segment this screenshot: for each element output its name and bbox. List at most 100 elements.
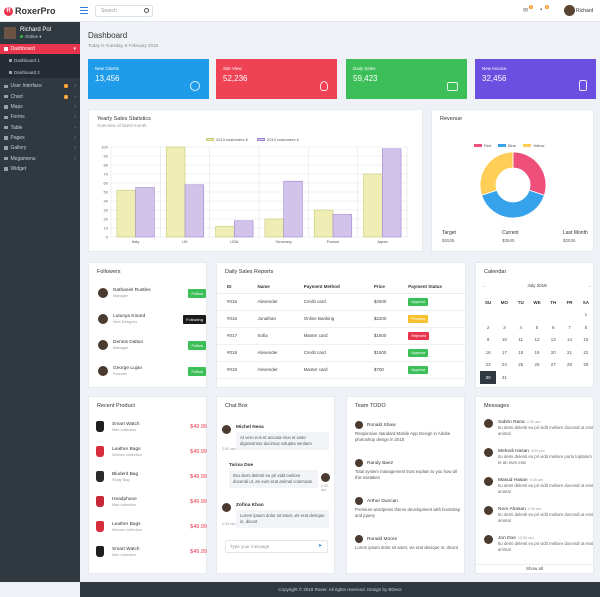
calendar-day[interactable]: 29: [583, 362, 589, 368]
todo-item[interactable]: Arthur Duncan Premium wordpress theme dev…: [355, 497, 461, 519]
calendar-day[interactable]: 10: [501, 337, 507, 343]
calendar-day[interactable]: 7: [568, 324, 571, 330]
calendar-day[interactable]: 21: [567, 349, 573, 355]
sidebar-item-label: Forms: [10, 114, 25, 121]
brand[interactable]: R RoxerPro: [0, 0, 80, 22]
stat-value: 13,456: [95, 74, 120, 83]
calendar-day[interactable]: 5: [535, 324, 539, 330]
profile-status[interactable]: Online ▾: [20, 34, 51, 40]
bar: [313, 209, 334, 238]
calendar-day[interactable]: 17: [501, 349, 507, 355]
sidebar-sub-dashboard-1[interactable]: Dashboard 1: [0, 54, 80, 67]
status-badge[interactable]: Rejected: [408, 331, 430, 340]
calendar-day[interactable]: 13: [550, 337, 556, 343]
product-row[interactable]: Smart Watch Man collection $49.99: [96, 546, 209, 557]
follower-role: Manager: [113, 294, 128, 298]
message-item[interactable]: Noor Ahasan 2:30 am Itu demi delenti eu pr…: [484, 506, 594, 524]
calendar-day[interactable]: 22: [583, 349, 589, 355]
sidebar-item-megamenu[interactable]: Megamenu ›: [0, 153, 80, 163]
calendar-day[interactable]: 14: [567, 337, 573, 343]
message-text: Itu demi delenti eu pri vidit meliore do…: [498, 512, 593, 523]
stat-label: Site View: [223, 66, 242, 71]
following-button[interactable]: Following: [183, 314, 206, 324]
todo-item[interactable]: Ronald Shaw Responsive standard Mobile Ap…: [355, 421, 461, 443]
calendar-day[interactable]: 6: [552, 324, 555, 330]
sidebar-item-table[interactable]: Table ›: [0, 122, 80, 132]
calendar-day[interactable]: 28: [567, 362, 573, 368]
table-row: #016 Jonathan Online Banking $2200 Pending: [217, 310, 465, 328]
calendar-day[interactable]: 18: [518, 349, 524, 355]
status-badge[interactable]: Pending: [408, 314, 429, 323]
sidebar-item-forms[interactable]: Forms ›: [0, 112, 80, 122]
sidebar-item-user-interface[interactable]: User Interface 4 ›: [0, 81, 80, 91]
table-icon: [4, 125, 8, 130]
product-row[interactable]: Headphone Man collection $49.99: [96, 496, 209, 507]
calendar-day[interactable]: 3: [503, 324, 506, 330]
show-all-link[interactable]: Show all: [476, 564, 593, 573]
message-item[interactable]: Sabrin Rana 2:30 am Itu demi delenti eu pr…: [484, 419, 594, 437]
message-item[interactable]: Masud Hasan 9:30 am Itu demi delenti eu pr…: [484, 477, 594, 495]
product-row[interactable]: Leather Bags Women collection $49.99: [96, 446, 209, 457]
card-subtitle: Overview of latest month: [97, 123, 147, 128]
calendar-day[interactable]: 9: [486, 337, 490, 343]
calendar-day[interactable]: 23: [485, 362, 491, 368]
calendar-day[interactable]: 26: [534, 362, 540, 368]
calendar-day[interactable]: 8: [584, 324, 588, 330]
follow-button[interactable]: Follow: [188, 340, 206, 350]
calendar-day[interactable]: 12: [534, 337, 540, 343]
message-sender: Noor Ahasan: [498, 507, 526, 512]
sidebar-item-gallery[interactable]: Gallery ›: [0, 143, 80, 153]
status-badge[interactable]: Approve: [408, 365, 429, 374]
calendar-day[interactable]: 16: [485, 349, 491, 355]
calendar-day[interactable]: 19: [534, 349, 540, 355]
follow-button[interactable]: Follow: [188, 288, 206, 298]
send-icon[interactable]: ➤: [318, 543, 323, 549]
product-row[interactable]: Bluderit Bag Study Bag $49.99: [96, 471, 209, 482]
user-avatar[interactable]: [564, 5, 575, 16]
page-subtitle: Today is Tuesday, 6 February 2018: [88, 43, 158, 48]
calendar-day[interactable]: 1: [584, 312, 588, 318]
calendar-day[interactable]: 15: [583, 337, 589, 343]
prev-month-icon[interactable]: ←: [482, 283, 487, 288]
calendar-day[interactable]: 2: [486, 324, 490, 330]
calendar-day[interactable]: 11: [518, 337, 524, 343]
hamburger-menu-icon[interactable]: [80, 7, 88, 14]
calendar-day[interactable]: 20: [550, 349, 556, 355]
calendar-day[interactable]: 30: [480, 371, 497, 384]
calendar-day[interactable]: 25: [518, 362, 524, 368]
sidebar-sub-dashboard-2[interactable]: Dashboard 2: [0, 66, 80, 79]
todo-item[interactable]: Ronald Moore Lorem ipsum dolor sit amet, …: [355, 535, 461, 551]
search-icon[interactable]: [144, 8, 149, 13]
sidebar-item-chart[interactable]: Chart 5 ›: [0, 92, 80, 102]
follow-button[interactable]: Follow: [188, 366, 206, 376]
chat-input[interactable]: Type your message: [225, 540, 328, 553]
sidebar-item-pages[interactable]: Pages ›: [0, 133, 80, 143]
status-badge[interactable]: Approve: [408, 297, 429, 306]
message-item[interactable]: Mehedi Hasan 3:00 pm Itu demi delenti eu p…: [484, 448, 594, 466]
sidebar-item-dashboard[interactable]: Dashboard ▾: [0, 44, 80, 55]
sidebar-item-widget[interactable]: Widget: [0, 164, 80, 174]
notification-icon[interactable]: ▪: [540, 7, 543, 13]
sales-table: ID Name Payment Method Price Payment Sta…: [217, 280, 465, 379]
follower-row: Lutunya Kinard Web Designer Following: [98, 314, 206, 324]
next-month-icon[interactable]: →: [587, 283, 592, 288]
search-input[interactable]: Search: [95, 5, 153, 17]
bar: [184, 184, 205, 238]
todo-item[interactable]: Randy Baez Total system management trust …: [355, 459, 461, 481]
user-menu[interactable]: Richard: [576, 8, 594, 14]
calendar-day[interactable]: 31: [501, 374, 507, 380]
calendar-day[interactable]: 4: [519, 324, 522, 330]
product-row[interactable]: Leather Bags Women collection $49.99: [96, 521, 209, 532]
card-title: Messages: [484, 403, 510, 409]
product-row[interactable]: Smart Watch Man collection $49.99: [96, 421, 209, 432]
calendar-day[interactable]: 27: [550, 362, 556, 368]
mail-icon[interactable]: ✉: [523, 8, 529, 14]
status-badge[interactable]: Approve: [408, 348, 429, 357]
stat-card-site-view: Site View 52,236: [216, 59, 337, 99]
column-header: ID: [217, 280, 248, 294]
avatar: [355, 497, 363, 505]
calendar-day[interactable]: 24: [501, 362, 507, 368]
stat-label: Daily Sales: [353, 66, 376, 71]
message-item[interactable]: Jon Doe 12:30 am Itu demi delenti eu pri v…: [484, 535, 594, 553]
sidebar-item-maps[interactable]: Maps ›: [0, 102, 80, 112]
